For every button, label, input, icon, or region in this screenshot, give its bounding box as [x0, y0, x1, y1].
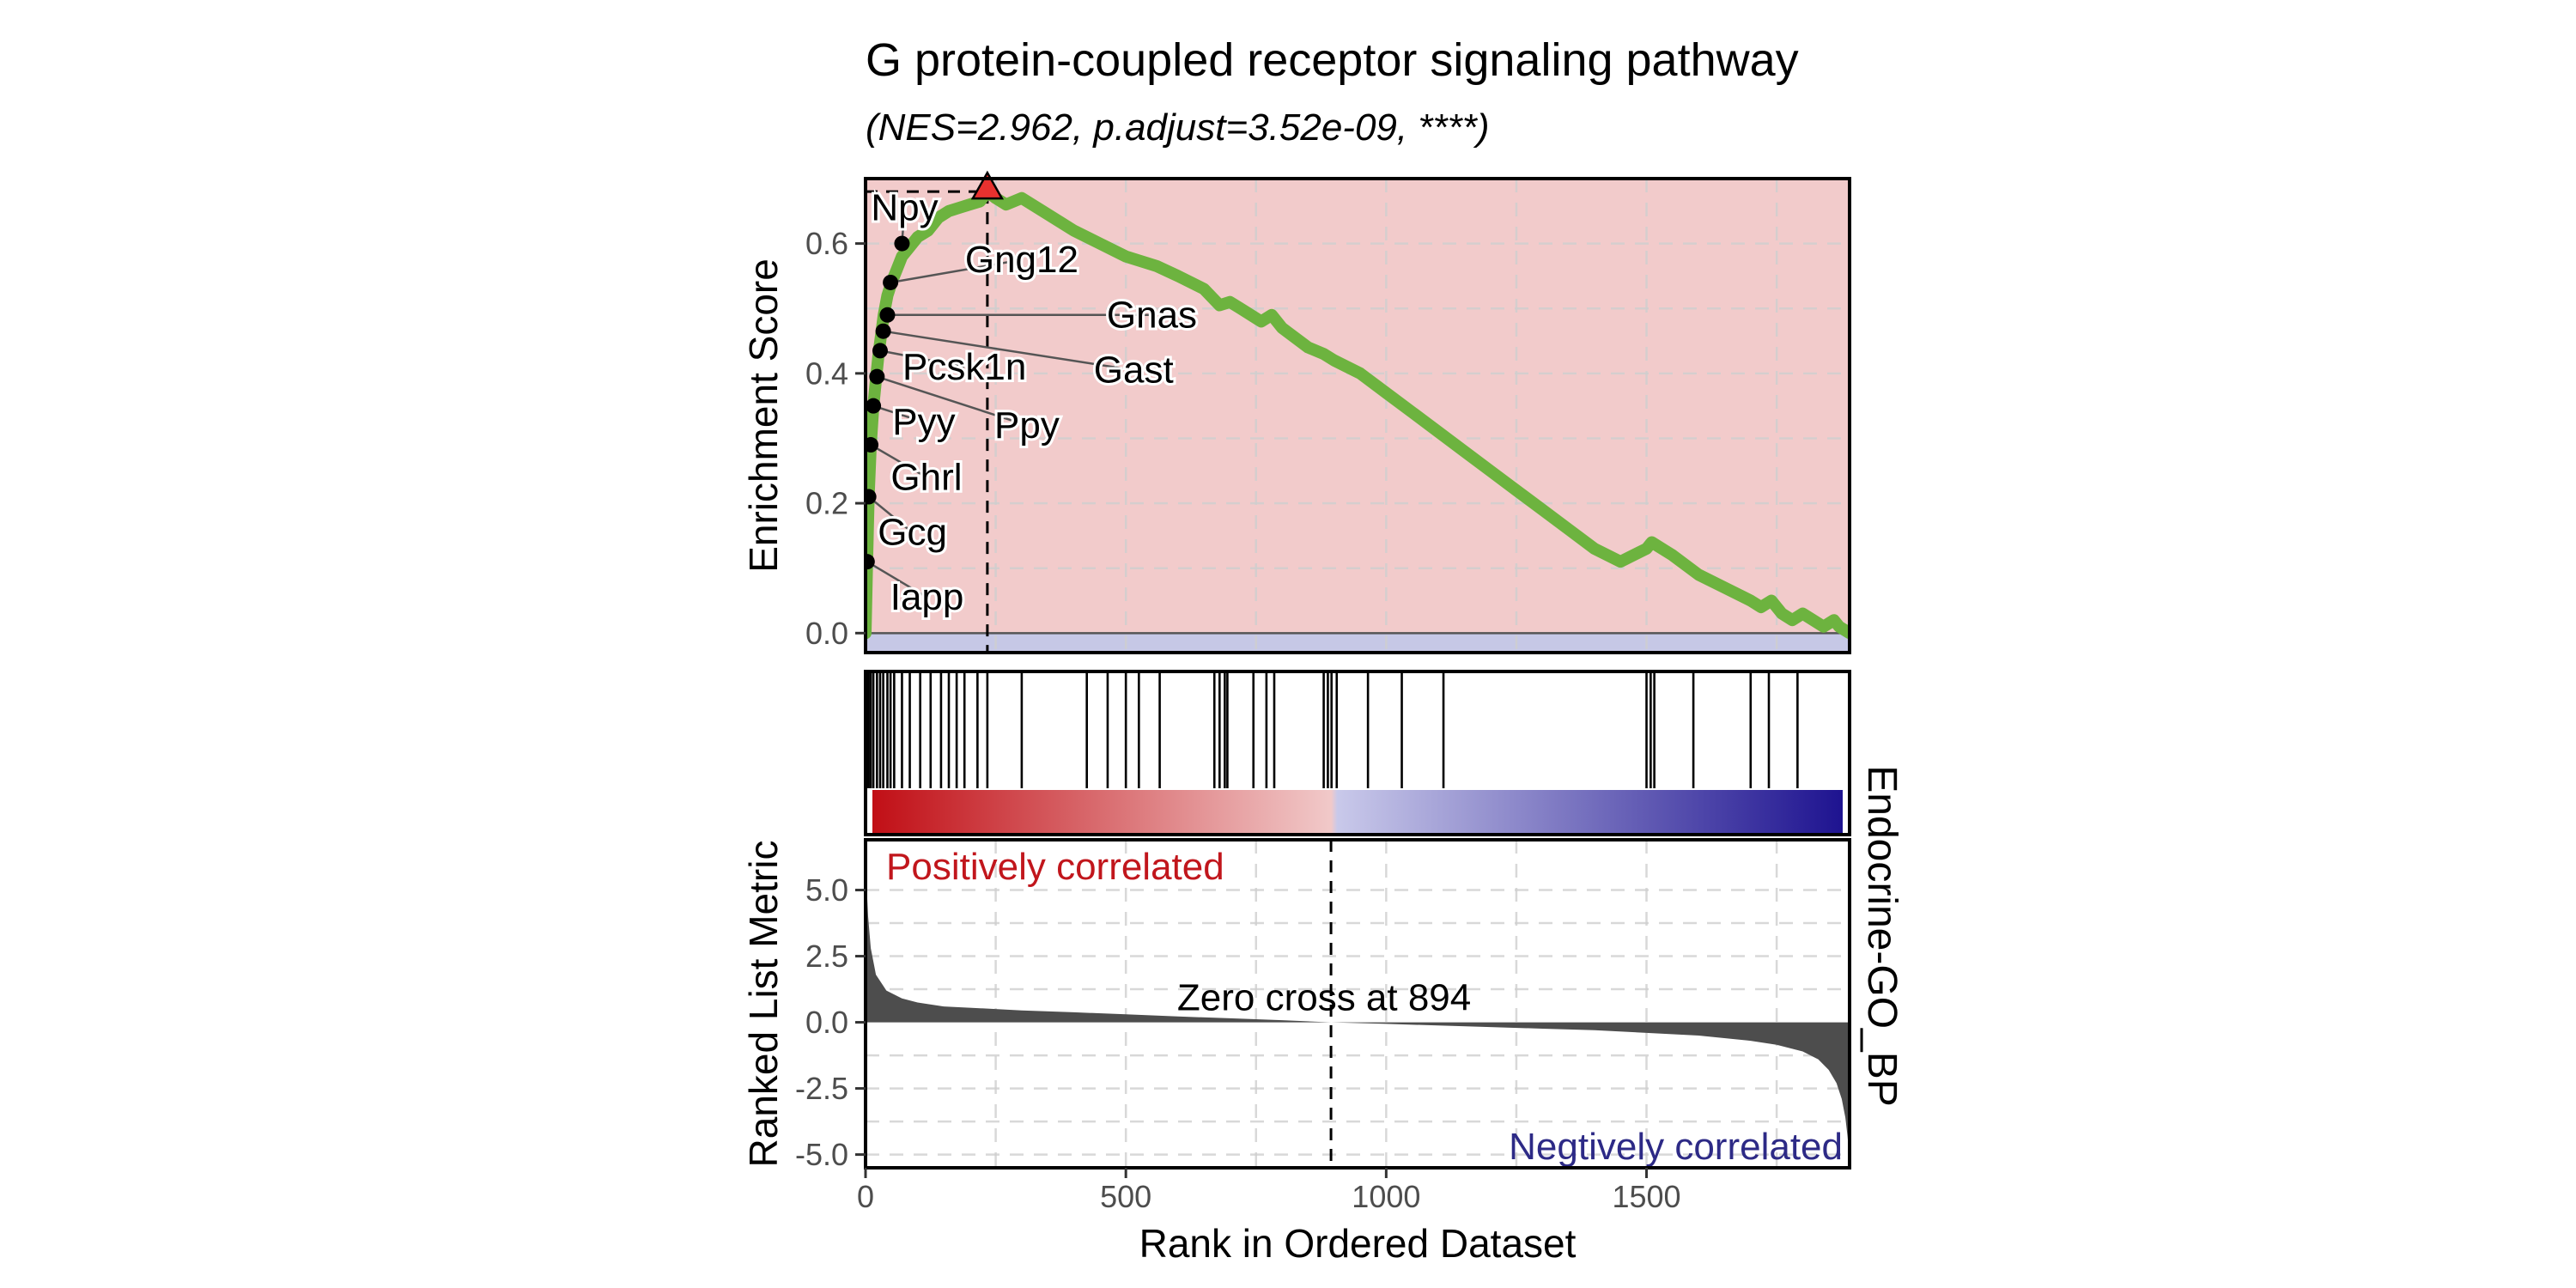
gene-point-gnas: [879, 307, 896, 323]
gene-point-gng12: [883, 274, 899, 290]
connector-ppy: [876, 375, 1028, 427]
connector-gng12: [890, 258, 1023, 284]
gene-point-ppy: [869, 368, 885, 385]
gene-points: [866, 235, 910, 570]
enrichment-panel-border: [864, 177, 1851, 654]
ranked-metric-panel: Zero cross at 894 Positively correlated …: [741, 838, 1851, 1172]
ranked-y-tick-label: 0.0: [805, 1005, 848, 1040]
gene-point-gast: [875, 323, 891, 339]
connector-pyy: [872, 404, 925, 423]
connector-gast: [883, 330, 1134, 372]
enrichment-y-tick-label: 0.6: [805, 226, 848, 261]
gene-label-gng12: Gng12: [965, 239, 1078, 281]
enrichment-y-tick-label: 0.4: [805, 355, 848, 391]
x-axis-ticks: 0 500 1000 1500: [857, 1168, 1681, 1214]
gene-hit-lines: [866, 673, 1799, 788]
gene-label-gnas: Gnas: [1107, 294, 1197, 336]
chart-subtitle: (NES=2.962, p.adjust=3.52e-09, ****): [866, 106, 1489, 149]
enrichment-y-label: Enrichment Score: [741, 258, 786, 573]
enrichment-y-tick-label: 0.2: [805, 486, 848, 521]
ranked-y-tick-label: 2.5: [805, 939, 848, 974]
negatively-correlated-label: Negtively correlated: [1509, 1126, 1843, 1168]
connector-pcsk1n: [879, 349, 965, 368]
ranked-gridlines: [866, 840, 1850, 1168]
gene-label-gast: Gast: [1094, 349, 1174, 392]
x-tick-label: 0: [857, 1179, 874, 1214]
connector-ghrl: [870, 443, 927, 478]
gene-label-npy: Npy: [871, 187, 938, 229]
positive-region: [866, 179, 1850, 634]
gene-point-npy: [894, 235, 910, 252]
x-tick-label: 500: [1100, 1179, 1151, 1214]
gene-labels: Npy Gng12 Gnas Pcsk1n Gast Pyy Ppy Ghrl Gcg Iapp: [868, 185, 1200, 622]
peak-marker: [970, 170, 1005, 200]
gene-label-connectors: [866, 207, 1152, 598]
hit-panel: [864, 670, 1851, 836]
connector-iapp: [866, 561, 928, 598]
enrichment-y-ticks: 0.0 0.2 0.4 0.6: [805, 226, 866, 651]
zero-cross-label: Zero cross at 894: [1177, 977, 1471, 1019]
x-tick-label: 1500: [1612, 1179, 1680, 1214]
gene-point-gcg: [866, 489, 877, 505]
gene-label-iapp: Iapp: [890, 576, 964, 618]
gene-label-pcsk1n: Pcsk1n: [902, 346, 1026, 388]
ranked-panel-border: [864, 838, 1851, 1170]
connector-gcg: [867, 495, 914, 534]
gene-point-ghrl: [866, 437, 879, 453]
ranked-y-label: Ranked List Metric: [741, 841, 786, 1168]
gene-point-iapp: [866, 554, 875, 570]
ranked-y-tick-label: 5.0: [805, 872, 848, 908]
ranked-y-ticks: 5.0 2.5 0.0 -2.5 -5.0: [795, 872, 866, 1172]
rank-color-bar: [872, 790, 1843, 833]
gene-label-ghrl: Ghrl: [890, 456, 962, 498]
gene-label-ppy: Ppy: [994, 404, 1060, 447]
ranked-y-tick-label: -5.0: [795, 1137, 848, 1172]
negative-region: [866, 633, 1850, 653]
gene-label-gcg: Gcg: [878, 512, 947, 554]
chart-title: G protein-coupled receptor signaling pat…: [866, 34, 1799, 86]
running-enrichment-score-line: [866, 185, 1850, 640]
enrichment-y-tick-label: 0.0: [805, 616, 848, 651]
gene-label-pyy: Pyy: [892, 401, 955, 443]
gene-point-pcsk1n: [872, 343, 888, 359]
hit-panel-border: [864, 670, 1851, 836]
positively-correlated-label: Positively correlated: [886, 846, 1224, 888]
x-axis-label: Rank in Ordered Dataset: [1139, 1221, 1577, 1266]
ranked-y-tick-label: -2.5: [795, 1071, 848, 1106]
strip-label: Endocrine-GO_BP: [1859, 765, 1905, 1107]
x-tick-label: 1000: [1352, 1179, 1420, 1214]
ranked-panel-background: [866, 840, 1850, 1168]
gene-point-pyy: [866, 398, 882, 414]
